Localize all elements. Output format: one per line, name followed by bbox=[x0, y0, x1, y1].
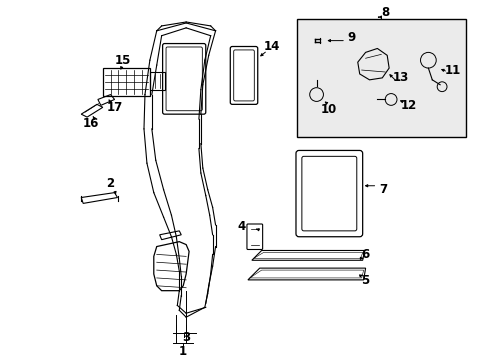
Bar bbox=[102, 68, 149, 95]
Bar bbox=[296, 19, 465, 137]
Text: 1: 1 bbox=[179, 345, 187, 358]
Text: 11: 11 bbox=[444, 63, 460, 77]
Text: 10: 10 bbox=[320, 103, 336, 116]
Text: 3: 3 bbox=[182, 331, 190, 344]
Text: 8: 8 bbox=[380, 6, 388, 19]
Text: 14: 14 bbox=[263, 40, 279, 53]
Text: 7: 7 bbox=[378, 183, 386, 196]
Text: 6: 6 bbox=[361, 248, 369, 261]
Text: 12: 12 bbox=[400, 99, 416, 112]
Text: 15: 15 bbox=[114, 54, 130, 67]
Text: 9: 9 bbox=[347, 31, 355, 44]
Bar bbox=[149, 72, 164, 90]
Text: 5: 5 bbox=[361, 274, 369, 287]
Text: 2: 2 bbox=[106, 177, 115, 190]
Text: 13: 13 bbox=[392, 71, 408, 84]
Text: 17: 17 bbox=[106, 101, 122, 114]
Text: 16: 16 bbox=[82, 117, 99, 130]
Text: 4: 4 bbox=[238, 220, 245, 233]
